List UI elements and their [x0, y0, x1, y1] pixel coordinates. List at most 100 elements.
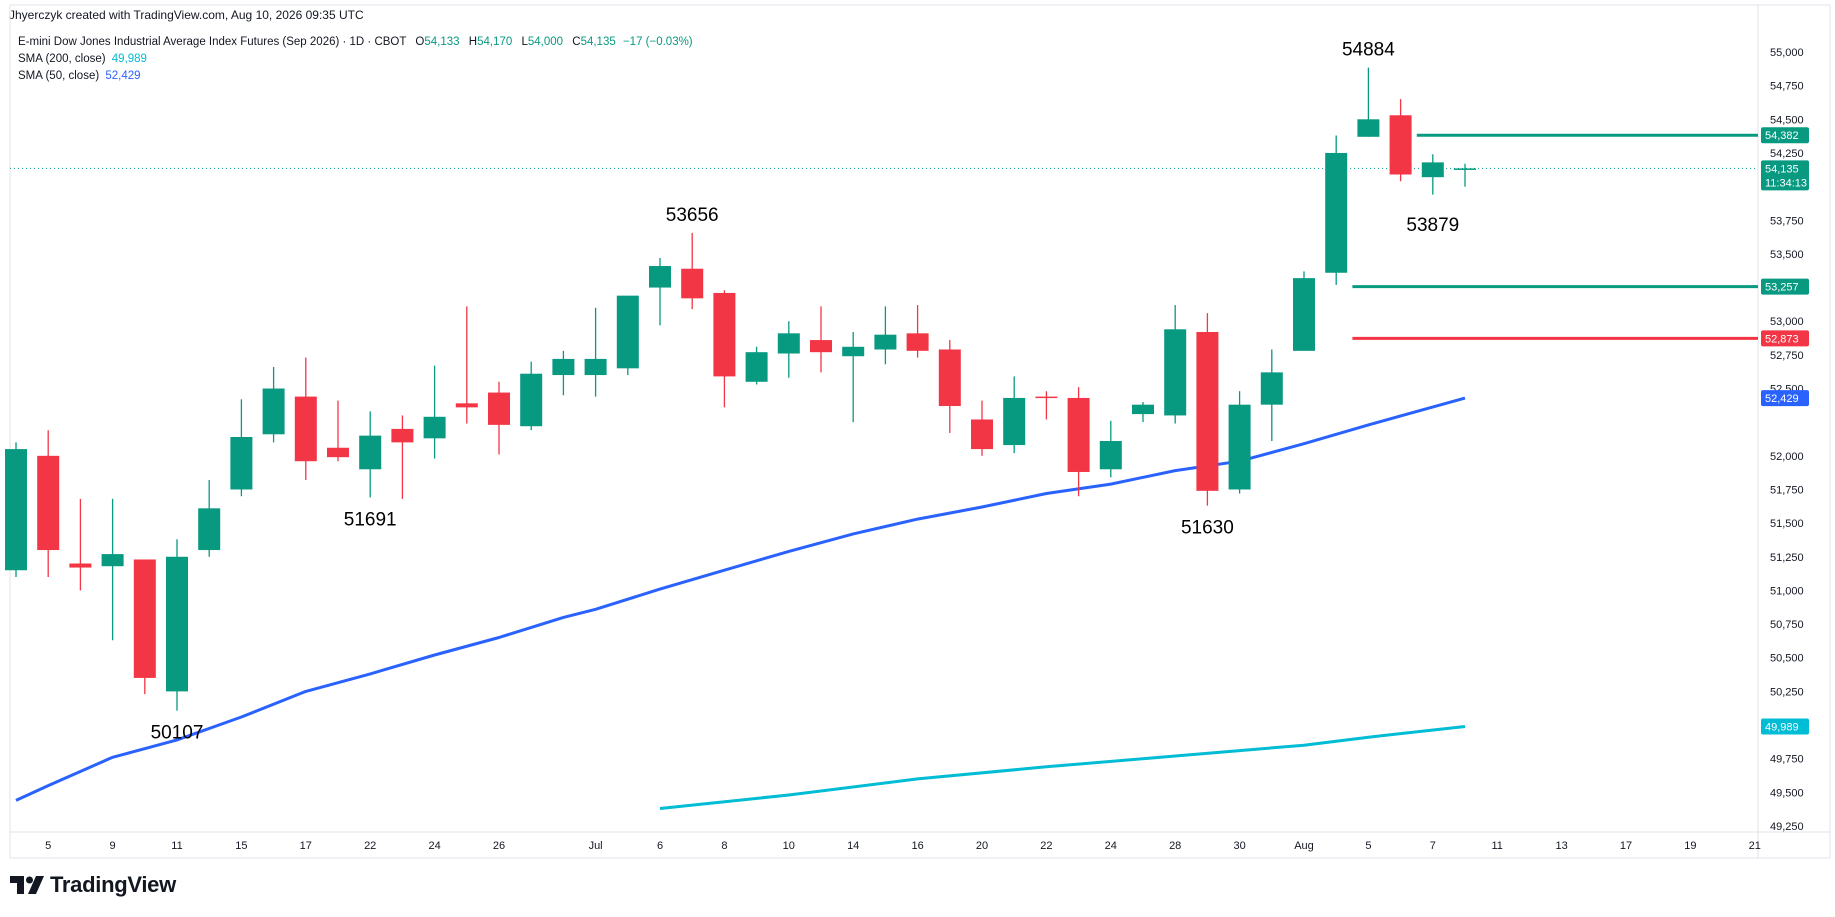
symbol-row[interactable]: E-mini Dow Jones Industrial Average Inde…: [18, 34, 693, 51]
price-badge-label: 54,382: [1765, 130, 1799, 142]
candle-body: [1164, 329, 1187, 416]
candle-up: [101, 498, 124, 641]
price-badge-label: 52,429: [1765, 393, 1799, 405]
candle-up: [423, 365, 446, 459]
candle-down: [488, 381, 510, 455]
candle-down: [810, 306, 832, 373]
y-tick-label: 53,750: [1770, 215, 1804, 227]
candle-down: [1035, 391, 1058, 420]
candle-body: [810, 340, 832, 353]
y-tick-label: 49,250: [1770, 821, 1804, 833]
candle-up: [1099, 420, 1122, 478]
y-tick-label: 51,500: [1770, 518, 1804, 530]
open-label: O: [415, 36, 425, 48]
candle-body: [938, 349, 961, 407]
close-value: 54,135: [580, 36, 616, 48]
candle-body: [198, 508, 221, 551]
y-tick-label: 51,000: [1770, 585, 1804, 597]
x-tick-label: 14: [847, 840, 859, 852]
candle-down: [391, 415, 414, 499]
candle-body: [1132, 404, 1154, 415]
x-tick-label: 5: [45, 840, 51, 852]
chart-caption: Jhyerczyk created with TradingView.com, …: [9, 8, 364, 22]
candle-body: [842, 346, 865, 357]
candle-up: [649, 257, 671, 326]
x-tick-label: 15: [235, 840, 247, 852]
candle-body: [1228, 404, 1251, 490]
price-badge-bg: [1761, 390, 1809, 407]
sma200-value: 49,989: [111, 53, 147, 65]
candle-up: [1357, 67, 1380, 137]
price-badge-bg: [1761, 160, 1809, 191]
sma50-row[interactable]: SMA (50, close) 52,429: [18, 68, 693, 85]
candle-body: [262, 388, 285, 435]
y-tick-label: 51,750: [1770, 484, 1804, 496]
price-annotation: 50107: [151, 723, 204, 744]
x-tick-label: 11: [1491, 840, 1502, 852]
price-annotation: 54884: [1342, 40, 1395, 61]
x-tick-label: 16: [911, 840, 923, 852]
candle-up: [198, 480, 221, 557]
candle-up: [584, 307, 607, 397]
price-annotation: 51691: [344, 509, 397, 530]
candle-down: [971, 400, 993, 456]
x-tick-label: 26: [493, 840, 505, 852]
candle-down: [1389, 99, 1412, 182]
candle-down: [327, 400, 349, 462]
symbol-title: E-mini Dow Jones Industrial Average Inde…: [18, 36, 407, 48]
candle-up: [1421, 154, 1444, 195]
price-badges: 54,382 53,257 52,873 54,135 11:34:13 52,429 49…: [1761, 127, 1809, 735]
x-tick-label: 8: [721, 840, 727, 852]
price-annotation: 51630: [1181, 518, 1234, 539]
chart-frame: [9, 4, 1831, 859]
candle-down: [681, 232, 704, 310]
candle-body: [488, 392, 510, 425]
candle-body: [649, 266, 671, 288]
price-badge-label: 54,135: [1765, 163, 1799, 175]
x-tick-label: 10: [783, 840, 795, 852]
candle-up: [166, 539, 188, 711]
x-tick-label: 13: [1555, 840, 1567, 852]
price-annotation: 53879: [1406, 215, 1459, 236]
y-tick-label: 52,750: [1770, 350, 1804, 362]
brand-logo[interactable]: TradingView: [10, 872, 176, 898]
y-tick-label: 53,500: [1770, 249, 1804, 261]
price-badge: 52,873: [1761, 330, 1809, 347]
y-tick-label: 52,000: [1770, 451, 1804, 463]
candle-body: [616, 295, 639, 369]
candle-body: [906, 333, 929, 351]
candle-down: [713, 290, 736, 408]
candle-up: [1132, 401, 1154, 423]
x-tick-label: 7: [1430, 840, 1436, 852]
candle-body: [69, 563, 92, 568]
candle-down: [294, 357, 317, 481]
candles: [5, 67, 1476, 711]
candle-up: [874, 306, 897, 365]
price-badge-bg: [1761, 127, 1809, 144]
candle-body: [1389, 115, 1412, 175]
y-tick-label: 54,750: [1770, 81, 1804, 93]
candle-up: [745, 346, 768, 385]
candle-body: [1293, 278, 1315, 351]
x-tick-label: 5: [1365, 840, 1371, 852]
high-value: 54,170: [477, 36, 513, 48]
x-tick-label: 20: [976, 840, 988, 852]
sma200-line: [659, 725, 1466, 810]
x-tick-label: 24: [1105, 840, 1117, 852]
sma50-label: SMA (50, close): [18, 70, 100, 82]
x-axis: 5 9 11 15 17 22 24 26 Jul 6 8 10 14 16 20 22 24 28 30 Aug 5 7…: [45, 840, 1761, 852]
candle-body: [971, 419, 993, 450]
price-badge-bg: [1761, 718, 1809, 735]
candle-body: [423, 416, 446, 439]
candle-up: [1293, 271, 1315, 351]
x-tick-label: 17: [1620, 840, 1632, 852]
candle-body: [455, 403, 478, 408]
price-badge-label: 52,873: [1765, 333, 1799, 345]
candle-body: [1067, 397, 1090, 472]
candle-body: [133, 559, 156, 678]
x-tick-label: 28: [1169, 840, 1181, 852]
candle-up: [520, 361, 543, 431]
sma200-row[interactable]: SMA (200, close) 49,989: [18, 51, 693, 68]
candle-up: [5, 442, 27, 577]
